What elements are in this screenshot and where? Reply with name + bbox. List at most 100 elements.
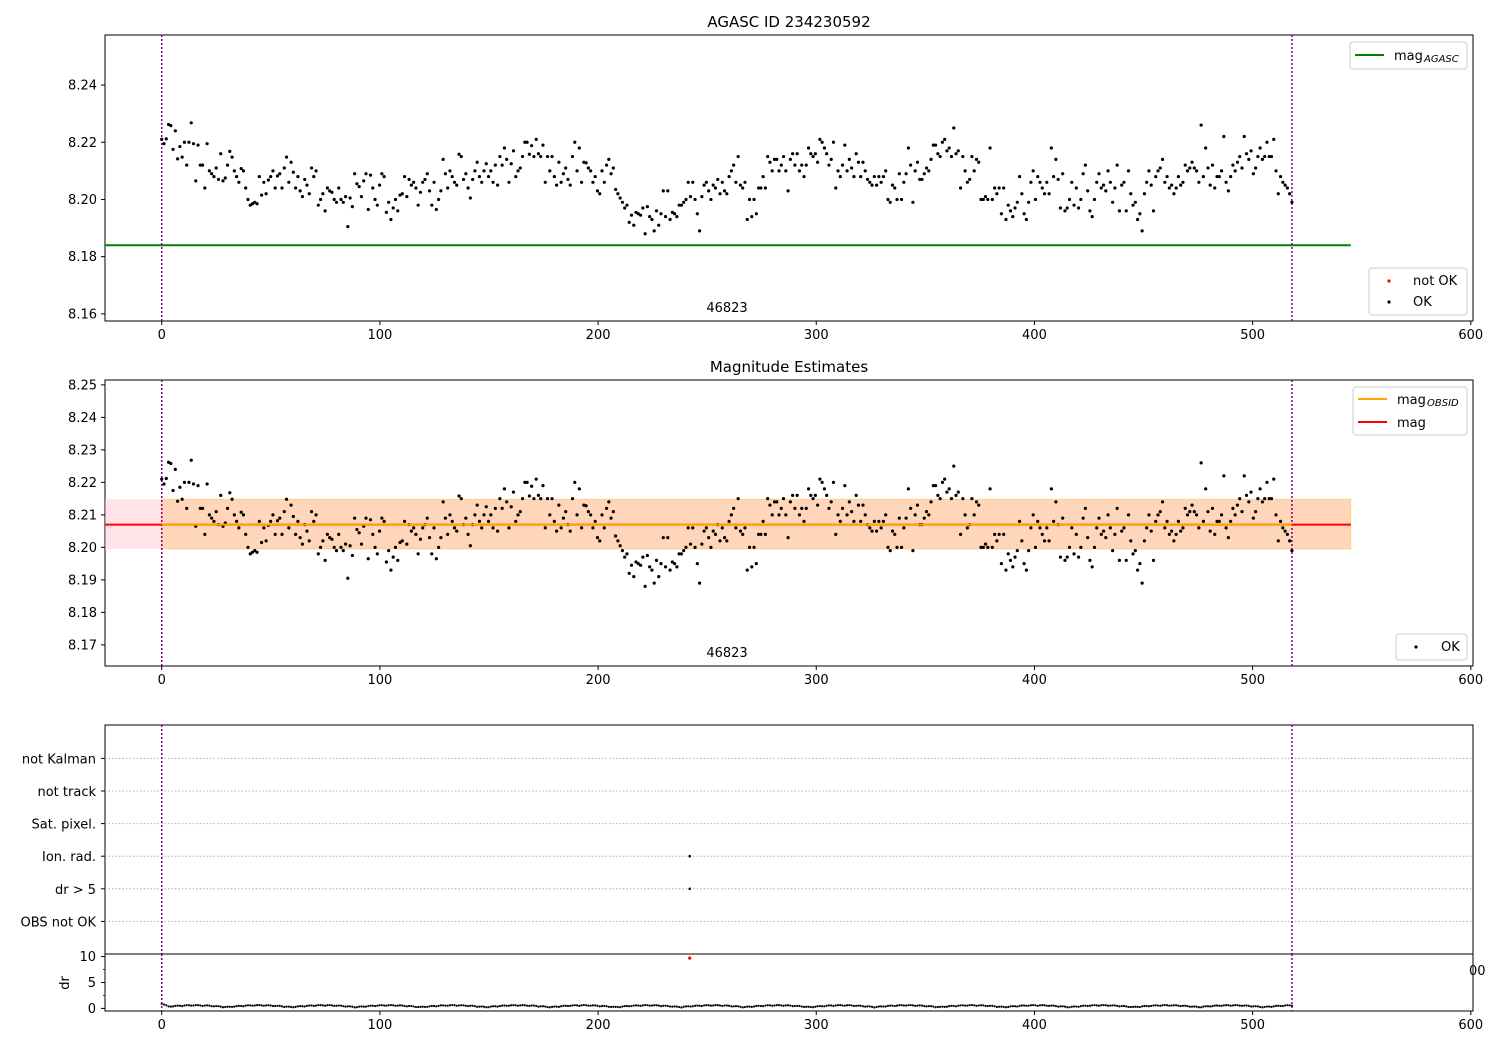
- data-point-ok: [579, 526, 584, 530]
- dr-point: [1143, 1004, 1146, 1008]
- dr-point: [162, 1003, 166, 1006]
- data-point-ok: [999, 212, 1004, 216]
- data-point-ok: [498, 497, 502, 501]
- dr-point: [1000, 1005, 1003, 1008]
- dr-point: [514, 1004, 517, 1007]
- data-point-ok: [675, 565, 679, 569]
- dr-point: [798, 1004, 801, 1008]
- dr-point: [460, 1004, 463, 1007]
- dr-point: [437, 1004, 440, 1007]
- dr-point: [825, 1004, 828, 1007]
- data-point-ok: [949, 154, 954, 159]
- data-point-ok: [1213, 532, 1217, 536]
- dr-point: [1066, 1006, 1069, 1009]
- data-point-ok: [682, 549, 686, 553]
- data-point-ok: [956, 149, 960, 153]
- dr-point: [569, 1004, 572, 1008]
- data-point-ok: [228, 491, 232, 495]
- data-point-ok: [221, 179, 225, 183]
- dr-point: [964, 1004, 967, 1007]
- legend-marker-ok: [1387, 300, 1391, 304]
- data-point-ok: [1133, 200, 1137, 204]
- data-point-ok: [977, 160, 981, 164]
- plot-frame-flags: [104, 724, 1474, 955]
- data-point-ok: [1124, 209, 1128, 213]
- data-point-ok: [779, 163, 783, 167]
- data-point-ok: [852, 174, 856, 179]
- data-point-ok: [330, 537, 334, 541]
- legend-label-sub-agasc: AGASC: [1423, 54, 1459, 65]
- data-point-ok: [423, 177, 427, 182]
- dr-point: [662, 1004, 665, 1007]
- data-point-ok: [393, 545, 398, 549]
- data-point-ok: [405, 542, 409, 546]
- data-point-ok: [273, 186, 277, 190]
- data-point-ok: [1145, 180, 1149, 184]
- data-point-ok: [332, 545, 336, 549]
- data-point-ok: [648, 215, 652, 219]
- data-point-ok: [228, 149, 232, 153]
- data-point-ok: [722, 536, 727, 540]
- data-point-ok: [879, 526, 883, 530]
- dr-point: [539, 1005, 542, 1008]
- data-point-ok: [425, 516, 429, 520]
- data-point-ok: [489, 169, 493, 173]
- data-point-ok: [870, 529, 874, 533]
- data-point-ok: [1274, 169, 1278, 173]
- dr-point: [982, 1004, 985, 1007]
- data-point-ok: [800, 506, 804, 510]
- data-point-ok: [230, 155, 234, 159]
- dr-point: [1154, 1004, 1157, 1007]
- data-point-ok: [548, 169, 552, 173]
- data-point-ok: [298, 536, 302, 540]
- data-point-ok: [661, 189, 665, 193]
- data-point-ok: [663, 215, 668, 219]
- data-point-ok: [491, 526, 495, 530]
- y-tick-label: 8.22: [68, 136, 97, 151]
- data-point-ok: [382, 519, 386, 523]
- flag-category-label: Ion. rad.: [42, 850, 96, 865]
- dr-point: [324, 1004, 327, 1007]
- data-point-ok: [795, 152, 799, 156]
- data-point-ok: [965, 180, 969, 184]
- data-point-ok: [1149, 529, 1153, 533]
- data-point-ok: [353, 172, 357, 176]
- dr-point: [1009, 1005, 1012, 1008]
- dr-point: [289, 1005, 293, 1009]
- dr-point: [328, 1004, 331, 1007]
- data-point-ok: [995, 539, 999, 543]
- dr-point: [562, 1004, 565, 1007]
- data-point-ok: [938, 497, 942, 501]
- data-point-ok: [856, 160, 861, 164]
- y-tick-label: 8.19: [68, 573, 97, 588]
- data-point-ok: [280, 186, 284, 190]
- data-point-ok: [1083, 163, 1087, 167]
- data-point-ok: [400, 192, 404, 196]
- dr-point: [1120, 1004, 1123, 1008]
- dr-point: [187, 1004, 191, 1007]
- data-point-ok: [838, 174, 842, 179]
- data-point-ok: [1120, 183, 1124, 187]
- data-point-ok: [931, 484, 935, 488]
- data-point-ok: [607, 157, 611, 162]
- dr-point: [923, 1004, 926, 1008]
- data-point-ok: [214, 510, 218, 514]
- data-point-ok: [970, 497, 974, 501]
- data-point-ok: [257, 174, 261, 179]
- dr-point: [405, 1005, 408, 1008]
- data-point-ok: [847, 500, 851, 504]
- data-point-ok: [675, 215, 679, 219]
- dr-point: [630, 1004, 633, 1008]
- data-point-ok: [682, 200, 686, 204]
- data-point-ok: [427, 536, 432, 540]
- data-point-ok: [244, 532, 248, 536]
- data-point-ok: [673, 562, 677, 566]
- panel-title-agasc: AGASC ID 234230592: [707, 13, 870, 31]
- data-point-ok: [666, 189, 670, 193]
- data-point-ok: [284, 497, 289, 501]
- data-point-ok: [813, 152, 817, 156]
- dr-point: [884, 1005, 887, 1008]
- data-point-ok: [1142, 539, 1146, 543]
- dr-point: [986, 1004, 989, 1008]
- data-point-ok: [539, 497, 543, 501]
